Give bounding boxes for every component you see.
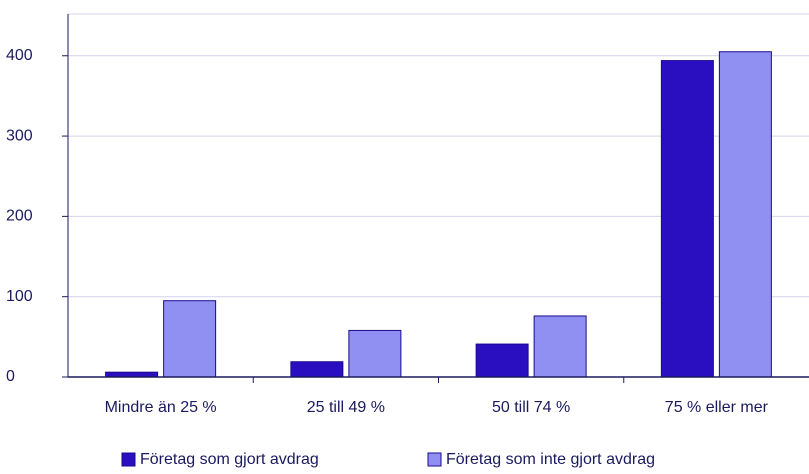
x-tick-label: 75 % eller mer [665, 399, 769, 416]
y-tick-label: 300 [6, 127, 33, 144]
x-tick-label: Mindre än 25 % [105, 399, 217, 416]
legend-swatch [427, 452, 442, 467]
bar [718, 51, 772, 378]
bar [348, 329, 402, 378]
legend-label: Företag som gjort avdrag [140, 451, 319, 468]
y-tick-label: 400 [6, 47, 33, 64]
bar [163, 300, 217, 378]
legend-label: Företag som inte gjort avdrag [446, 451, 655, 468]
bar [533, 315, 587, 378]
y-tick-label: 0 [6, 368, 15, 385]
x-tick-label: 50 till 74 % [492, 399, 570, 416]
bar [475, 343, 529, 378]
legend-swatch [121, 452, 136, 467]
bar [660, 60, 714, 378]
y-tick-label: 200 [6, 208, 33, 225]
bar [290, 361, 344, 378]
y-tick-label: 100 [6, 288, 33, 305]
x-tick-label: 25 till 49 % [307, 399, 385, 416]
